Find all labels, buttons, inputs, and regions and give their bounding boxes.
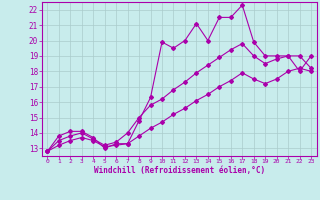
X-axis label: Windchill (Refroidissement éolien,°C): Windchill (Refroidissement éolien,°C) xyxy=(94,166,265,175)
